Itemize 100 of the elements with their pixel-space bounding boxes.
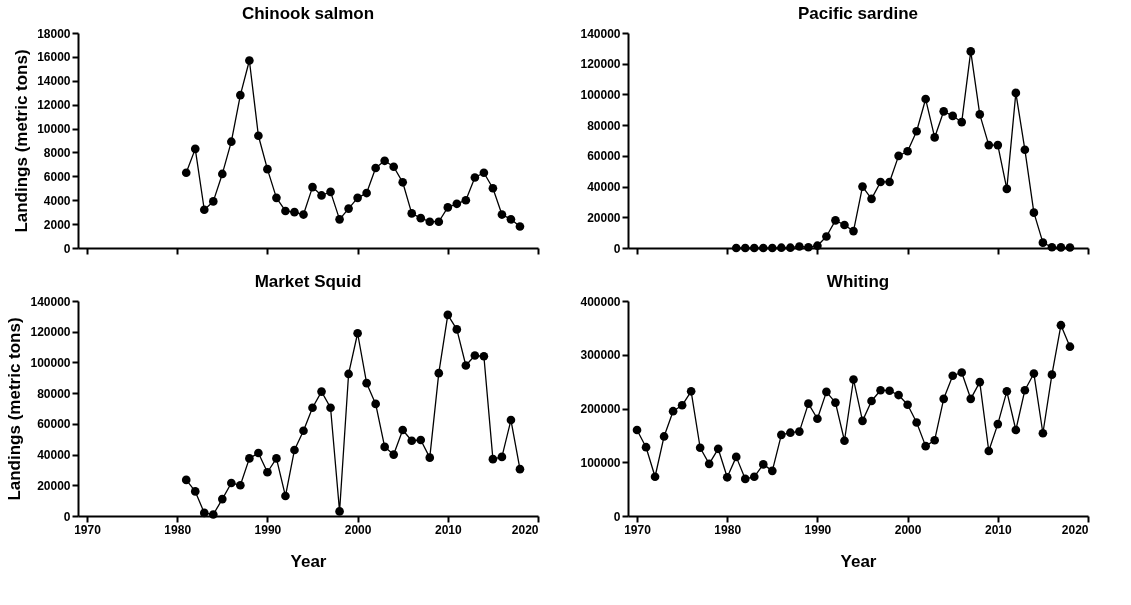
y-tick-label: 80000: [587, 118, 621, 133]
point: [190, 487, 200, 496]
point: [317, 387, 326, 396]
point: [1047, 370, 1057, 379]
point: [1038, 428, 1048, 438]
point: [452, 325, 462, 334]
point: [822, 387, 831, 397]
point: [777, 243, 786, 253]
x-tick-label: 2020: [511, 522, 539, 537]
point: [786, 243, 795, 253]
point: [452, 199, 462, 209]
y-tick-label: 120000: [580, 57, 621, 72]
y-tick-label: 16000: [37, 50, 71, 65]
point: [749, 472, 759, 482]
point: [488, 454, 498, 464]
point: [813, 414, 822, 424]
point: [939, 394, 949, 404]
point: [641, 442, 651, 452]
point: [254, 131, 263, 141]
point: [984, 140, 994, 150]
point: [470, 173, 480, 182]
point: [849, 226, 858, 236]
point: [957, 368, 967, 377]
point: [858, 416, 867, 426]
point: [281, 491, 290, 501]
point: [371, 399, 380, 409]
point: [1020, 385, 1030, 395]
point: [353, 193, 362, 203]
point: [199, 205, 209, 215]
point: [299, 426, 308, 436]
point: [876, 177, 885, 187]
point: [461, 195, 471, 205]
x-tick-label: 1990: [804, 522, 832, 537]
point: [740, 243, 750, 253]
point: [398, 425, 408, 435]
point: [479, 168, 489, 178]
point: [822, 232, 831, 241]
point: [326, 187, 335, 197]
point: [767, 243, 777, 253]
point: [903, 146, 912, 156]
point: [813, 241, 822, 251]
point: [849, 375, 858, 384]
point: [831, 398, 840, 407]
point: [948, 111, 958, 121]
y-tick-label: 100000: [580, 455, 621, 470]
point: [263, 164, 272, 174]
point: [867, 396, 876, 406]
chart-title: Whiting: [826, 272, 890, 291]
y-tick-label: 20000: [587, 210, 621, 225]
x-tick-label: 2010: [434, 522, 462, 537]
point: [668, 406, 678, 416]
point: [840, 220, 849, 230]
y-tick-label: 0: [613, 241, 621, 256]
point: [749, 243, 759, 253]
point: [786, 428, 795, 438]
point: [362, 188, 371, 198]
point: [443, 310, 453, 320]
point: [930, 133, 939, 142]
point: [416, 435, 426, 445]
point: [1056, 243, 1066, 252]
point: [984, 446, 994, 456]
point: [686, 386, 696, 396]
point: [425, 217, 435, 227]
x-tick-label: 1980: [714, 522, 742, 537]
point: [299, 210, 308, 219]
point: [912, 418, 921, 427]
point: [217, 169, 227, 179]
point: [497, 452, 507, 462]
point: [704, 459, 714, 469]
point: [515, 464, 525, 474]
x-tick-label: 1990: [254, 522, 282, 537]
y-tick-label: 18000: [37, 26, 71, 41]
point: [722, 472, 732, 482]
point: [308, 182, 317, 192]
point: [497, 210, 507, 219]
point: [227, 137, 236, 147]
point: [885, 177, 894, 187]
x-tick-label: 2010: [984, 522, 1012, 537]
y-tick-label: 0: [63, 509, 71, 524]
y-tick-label: 4000: [43, 193, 71, 208]
y-tick-label: 120000: [30, 325, 71, 340]
point: [975, 377, 985, 387]
point: [344, 369, 353, 379]
point: [1038, 238, 1048, 247]
point: [713, 444, 723, 454]
point: [867, 194, 876, 204]
point: [1029, 208, 1039, 217]
point: [208, 510, 218, 519]
point: [217, 494, 227, 504]
point: [1020, 145, 1030, 155]
point: [858, 182, 867, 191]
point: [903, 400, 912, 410]
point: [506, 415, 516, 425]
point: [353, 328, 362, 338]
point: [461, 361, 471, 370]
y-tick-label: 80000: [37, 386, 71, 401]
point: [1002, 184, 1012, 194]
point: [1065, 243, 1075, 252]
point: [434, 217, 444, 227]
point: [434, 368, 444, 378]
